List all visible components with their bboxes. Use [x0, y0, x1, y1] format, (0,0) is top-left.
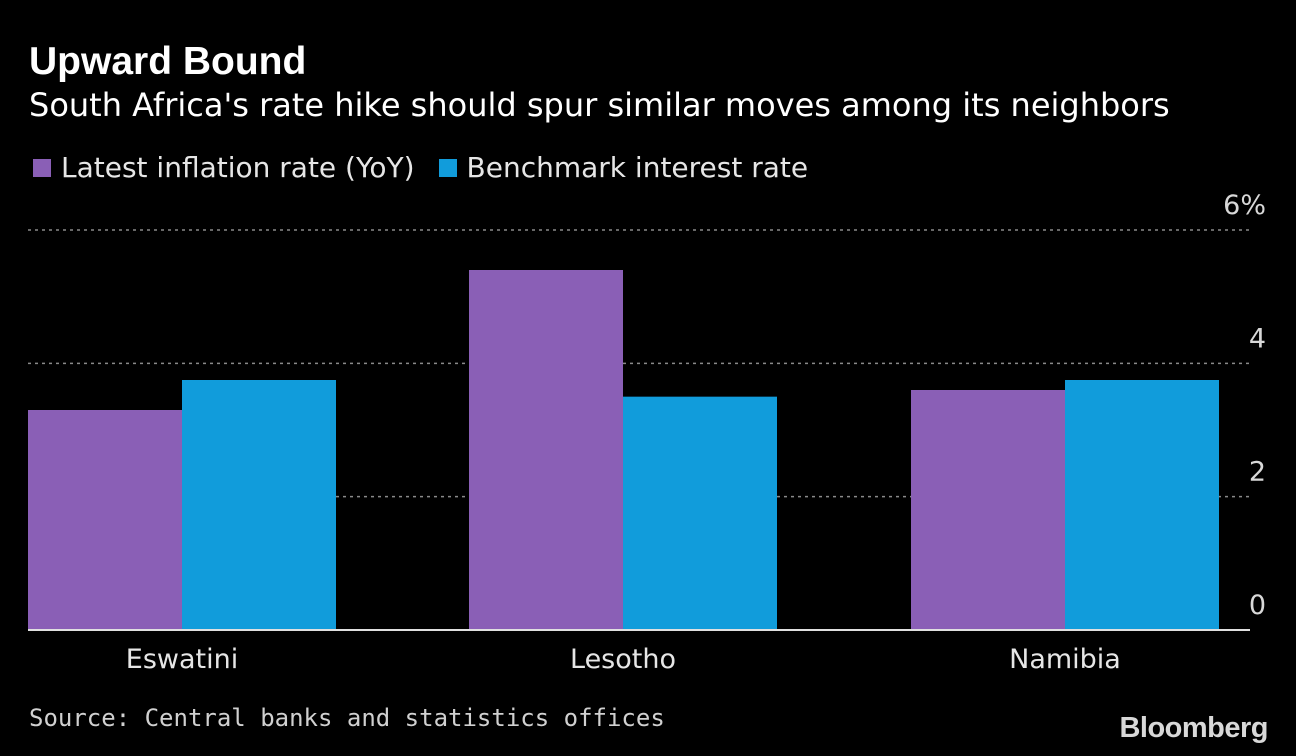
legend-label-interest: Benchmark interest rate: [466, 151, 809, 184]
source-note: Source: Central banks and statistics off…: [29, 704, 665, 732]
bar-lesotho-interest: [623, 396, 777, 630]
legend-swatch-inflation: [33, 158, 51, 177]
bloomberg-logo: Bloomberg: [1119, 712, 1268, 744]
x-tick-label-namibia: Namibia: [1009, 644, 1121, 675]
legend-swatch-interest: [438, 158, 457, 177]
legend-item-interest: Benchmark interest rate: [438, 151, 809, 184]
x-tick-label-lesotho: Lesotho: [570, 644, 676, 675]
y-tick-label-6: 6%: [1223, 190, 1266, 221]
legend-item-inflation: Latest inflation rate (YoY): [33, 151, 415, 184]
x-tick-label-eswatini: Eswatini: [126, 644, 238, 675]
bar-namibia-interest: [1065, 380, 1219, 630]
bar-namibia-inflation: [911, 390, 1065, 630]
bar-eswatini-interest: [182, 380, 336, 630]
y-tick-label-4: 4: [1249, 323, 1266, 354]
chart-title: Upward Bound: [29, 40, 307, 83]
bar-eswatini-inflation: [28, 410, 182, 630]
y-tick-label-2: 2: [1249, 457, 1266, 488]
bar-lesotho-inflation: [469, 270, 623, 630]
chart-subtitle: South Africa's rate hike should spur sim…: [29, 86, 1170, 124]
legend-label-inflation: Latest inflation rate (YoY): [61, 151, 415, 184]
legend: Latest inflation rate (YoY) Benchmark in…: [33, 151, 832, 184]
y-tick-label-0: 0: [1249, 590, 1266, 621]
